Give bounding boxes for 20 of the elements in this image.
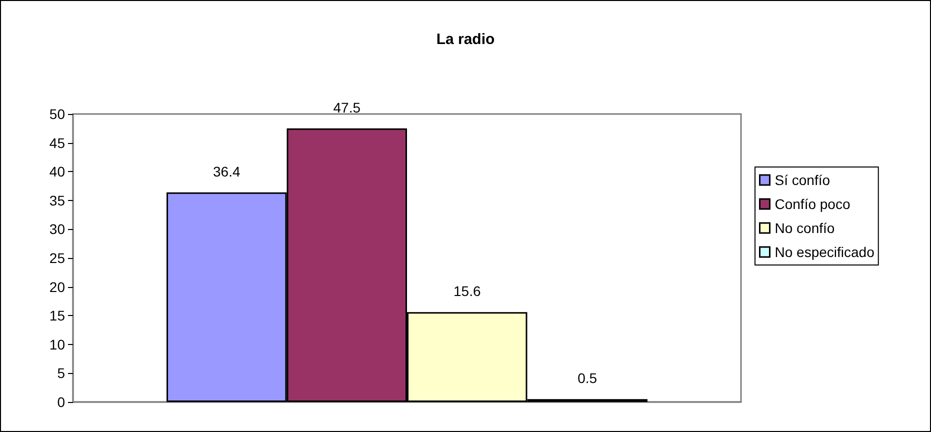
data-label: 15.6 [453,283,481,300]
y-tick-label: 50 [49,106,66,122]
y-tick-label: 20 [49,278,66,295]
y-tick-label: 35 [49,192,66,208]
y-tick-label: 10 [49,336,66,352]
legend-label: No especificado [774,244,875,260]
legend-label: No confío [774,220,835,236]
chart-title: La radio [436,31,495,48]
y-tick-label: 0 [57,394,66,410]
legend-label: Sí confío [774,172,830,188]
y-tick-label: 45 [49,134,66,151]
data-label: 0.5 [578,370,598,386]
y-tick-label: 15 [49,308,66,324]
data-label: 36.4 [213,163,240,180]
y-tick-label: 25 [49,250,66,266]
data-label: 47.5 [333,99,361,116]
legend-label: Confío poco [774,196,850,212]
y-tick-label: 30 [49,221,66,238]
y-tick-label: 5 [57,365,66,382]
y-tick-label: 40 [49,164,66,180]
